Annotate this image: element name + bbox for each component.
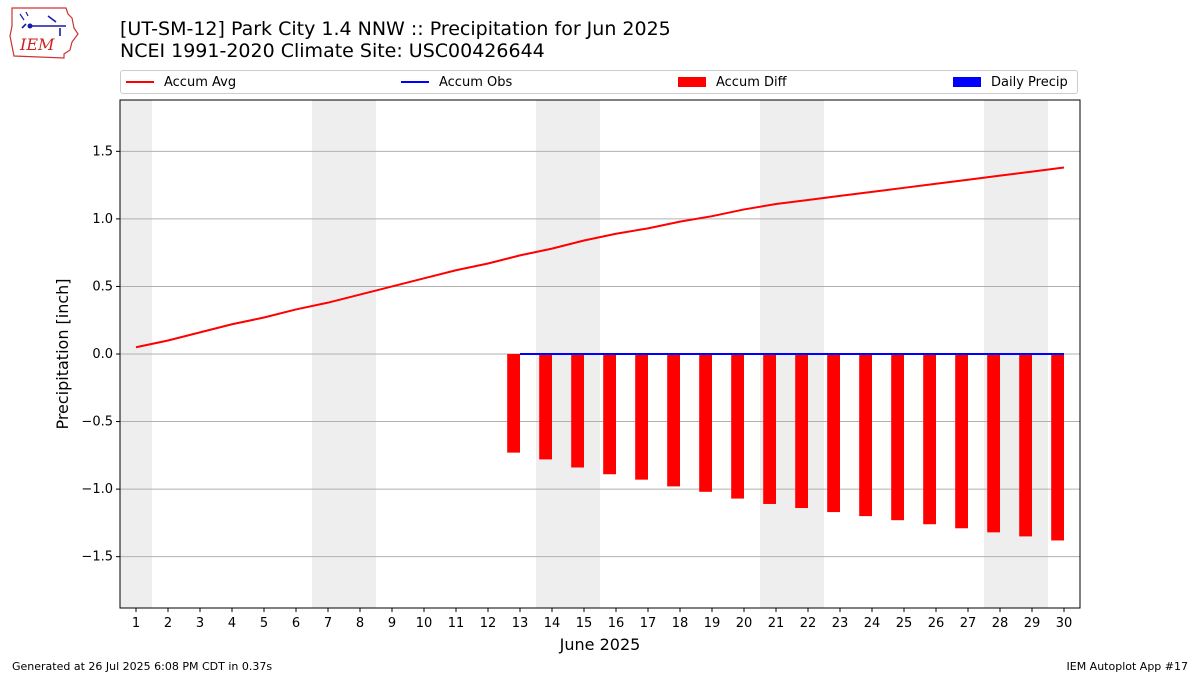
bar-accum-diff <box>763 354 776 504</box>
x-tick-label: 23 <box>832 616 849 631</box>
y-tick-label: 0.5 <box>92 279 113 294</box>
x-tick-label: 21 <box>768 616 785 631</box>
x-tick-label: 16 <box>608 616 625 631</box>
y-tick-label: 1.5 <box>92 144 113 159</box>
x-tick-label: 5 <box>260 616 268 631</box>
bar-accum-diff <box>667 354 680 487</box>
bar-accum-diff <box>987 354 1000 533</box>
y-tick-label: 0.0 <box>92 347 113 362</box>
y-tick-label: −0.5 <box>81 415 113 430</box>
bar-accum-diff <box>1019 354 1032 537</box>
bar-accum-diff <box>859 354 872 517</box>
x-tick-label: 25 <box>896 616 913 631</box>
y-tick-label: 1.0 <box>92 212 113 227</box>
x-tick-label: 17 <box>640 616 657 631</box>
x-tick-label: 22 <box>800 616 817 631</box>
bar-accum-diff <box>603 354 616 475</box>
x-tick-label: 27 <box>960 616 977 631</box>
iem-logo-icon: IEM <box>9 7 79 59</box>
bar-accum-diff <box>635 354 648 480</box>
x-tick-label: 6 <box>292 616 300 631</box>
x-tick-label: 30 <box>1056 616 1073 631</box>
legend-label-accum-avg: Accum Avg <box>164 74 237 90</box>
x-tick-label: 10 <box>416 616 433 631</box>
bar-accum-diff <box>731 354 744 499</box>
x-tick-label: 24 <box>864 616 881 631</box>
bar-accum-diff <box>923 354 936 525</box>
y-tick-label: −1.0 <box>81 482 113 497</box>
line-accum-avg <box>135 166 1065 349</box>
x-tick-label: 8 <box>356 616 364 631</box>
x-tick-label: 28 <box>992 616 1009 631</box>
legend-item-accum-avg: Accum Avg <box>126 74 236 90</box>
bar-accum-diff <box>891 354 904 521</box>
x-tick-label: 20 <box>736 616 753 631</box>
x-axis: 1 2 3 4 5 6 7 8 9 10 11 12 13 14 15 16 17 18 19 20 21 22 23 24 2… <box>132 608 1072 631</box>
bar-accum-diff <box>1051 354 1064 541</box>
x-tick-label: 3 <box>196 616 204 631</box>
legend-label-accum-obs: Accum Obs <box>439 74 513 90</box>
bar-accum-diff <box>507 354 520 453</box>
bar-accum-diff <box>827 354 840 513</box>
legend-swatch-accum-obs <box>401 81 429 83</box>
x-tick-label: 18 <box>672 616 689 631</box>
x-tick-label: 1 <box>132 616 140 631</box>
chart-title: [UT-SM-12] Park City 1.4 NNW :: Precipit… <box>120 18 671 62</box>
x-tick-label: 9 <box>388 616 396 631</box>
legend-item-accum-diff: Accum Diff <box>678 74 787 90</box>
legend-swatch-accum-avg <box>126 81 154 83</box>
x-tick-label: 4 <box>228 616 236 631</box>
x-tick-label: 13 <box>512 616 529 631</box>
legend-swatch-daily-precip <box>953 77 981 87</box>
x-tick-label: 12 <box>480 616 497 631</box>
logo-text: IEM <box>19 35 55 54</box>
bar-series <box>507 354 1064 541</box>
chart-title-line1: [UT-SM-12] Park City 1.4 NNW :: Precipit… <box>120 18 671 40</box>
legend-item-accum-obs: Accum Obs <box>401 74 512 90</box>
app-credit: IEM Autoplot App #17 <box>1066 660 1189 673</box>
x-tick-label: 26 <box>928 616 945 631</box>
legend-swatch-accum-diff <box>678 77 706 87</box>
x-tick-label: 15 <box>576 616 593 631</box>
legend-label-accum-diff: Accum Diff <box>716 74 787 90</box>
bar-accum-diff <box>795 354 808 509</box>
chart-title-line2: NCEI 1991-2020 Climate Site: USC00426644 <box>120 40 545 62</box>
x-tick-label: 11 <box>448 616 465 631</box>
generated-timestamp: Generated at 26 Jul 2025 6:08 PM CDT in … <box>12 660 273 673</box>
legend-item-daily-precip: Daily Precip <box>953 74 1068 90</box>
bar-accum-diff <box>539 354 552 460</box>
bar-accum-diff <box>955 354 968 529</box>
y-axis-label: Precipitation [inch] <box>53 278 72 429</box>
x-axis-label: June 2025 <box>559 635 641 654</box>
legend: Accum Avg Accum Obs Accum Diff Daily Pre… <box>120 70 1078 94</box>
x-tick-label: 29 <box>1024 616 1041 631</box>
x-tick-label: 7 <box>324 616 332 631</box>
x-tick-label: 14 <box>544 616 561 631</box>
x-tick-label: 19 <box>704 616 721 631</box>
line-series <box>135 166 1065 355</box>
bar-accum-diff <box>699 354 712 492</box>
x-tick-label: 2 <box>164 616 172 631</box>
y-tick-label: −1.5 <box>81 550 113 565</box>
y-axis: −1.5 −1.0 −0.5 0.0 0.5 1.0 1.5 <box>81 144 120 565</box>
legend-label-daily-precip: Daily Precip <box>991 74 1068 90</box>
bar-accum-diff <box>571 354 584 468</box>
